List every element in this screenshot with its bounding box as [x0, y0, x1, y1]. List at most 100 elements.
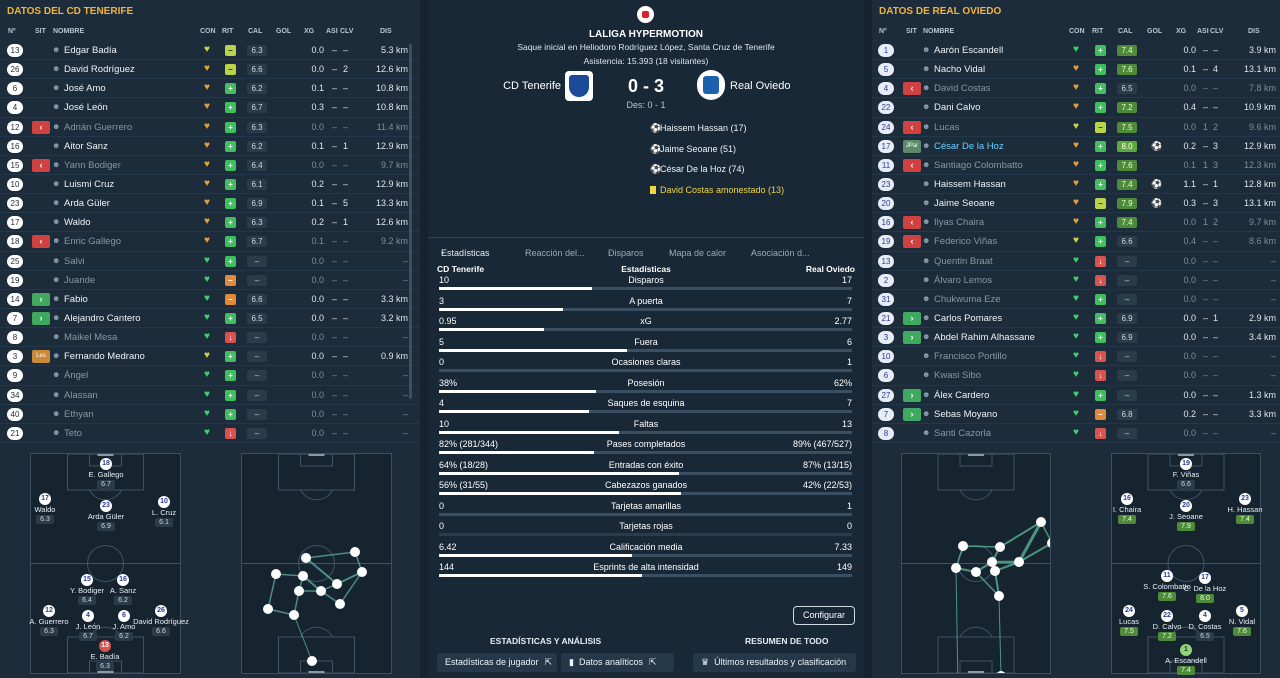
player-row[interactable]: 21 ☻ Teto ♥ ↓ –0.0– – – [0, 424, 420, 443]
player-name[interactable]: Yann Bodiger [64, 159, 121, 171]
player-name[interactable]: Edgar Badía [64, 45, 117, 56]
column-header-xg[interactable]: XG [1176, 28, 1187, 35]
player-name[interactable]: Carlos Pomares [934, 312, 1003, 324]
player-name[interactable]: Dani Calvo [934, 102, 981, 114]
player-name[interactable]: Haissem Hassan [934, 178, 1006, 190]
column-header-gol[interactable]: GOL [276, 28, 292, 35]
player-name[interactable]: César De la Hoz [934, 140, 1004, 152]
analytics-button[interactable]: ▮ Datos analíticos ⇱ [561, 653, 674, 672]
formation-player[interactable]: 17 Waldo 6.3 [15, 493, 75, 524]
player-row[interactable]: 22 ☻ Dani Calvo ♥ +7.2 0.4– –10.9 km [872, 98, 1280, 118]
player-row[interactable]: 21 › ☻ Carlos Pomares ♥ +6.9 0.0–1 2.9 km [872, 309, 1280, 329]
column-header-clv[interactable]: CLV [1210, 28, 1224, 35]
formation-player[interactable]: 11 S. Colombatto 7.6 [1137, 570, 1197, 601]
away-team-name[interactable]: Real Oviedo [730, 80, 791, 92]
player-name[interactable]: David Costas [934, 83, 991, 95]
formation-player[interactable]: 4 D. Costas 6.5 [1175, 610, 1235, 641]
formation-player[interactable]: 15 Y. Bodiger 6.4 [57, 574, 117, 605]
player-row[interactable]: 27 › ☻ Álex Cardero ♥ + –0.0– –1.3 km [872, 386, 1280, 405]
formation-player[interactable]: 1 A. Escandell 7.4 [1156, 644, 1216, 675]
player-name[interactable]: Juande [64, 274, 96, 286]
pass-node[interactable] [357, 567, 367, 577]
player-name[interactable]: Fabio [64, 293, 88, 305]
player-row[interactable]: 20 ☻ Jaime Seoane ♥ –7.9 ⚽ 0.3–3 13.1 km [872, 194, 1280, 214]
formation-player[interactable]: 17 C. De la Hoz 8.0 [1175, 572, 1235, 603]
pass-node[interactable] [294, 586, 304, 596]
player-row[interactable]: 6 ☻ Kwasi Sibo ♥ ↓ –0.0– – – [872, 366, 1280, 386]
pass-node[interactable] [289, 610, 299, 620]
player-name[interactable]: Alejandro Cantero [64, 312, 141, 324]
player-row[interactable]: 13 ☻ Quentin Braat ♥ ↓ –0.0– – – [872, 252, 1280, 271]
home-team-name[interactable]: CD Tenerife [503, 80, 561, 92]
player-row[interactable]: 16 ☻ Aitor Sanz ♥ +6.2 0.1–1 12.9 km [0, 137, 420, 156]
pass-node[interactable] [994, 591, 1004, 601]
column-header-con[interactable]: CON [1069, 28, 1085, 35]
player-name[interactable]: David Rodríguez [64, 64, 135, 76]
player-name[interactable]: Waldo [64, 217, 91, 229]
formation-player[interactable]: 16 A. Sanz 6.2 [93, 574, 153, 605]
player-name[interactable]: Nacho Vidal [934, 64, 986, 76]
pass-node[interactable] [335, 599, 345, 609]
player-name[interactable]: Adrián Guerrero [64, 121, 133, 133]
pass-node[interactable] [1036, 517, 1046, 527]
formation-player[interactable]: 23 H. Hassan 7.4 [1215, 493, 1275, 524]
player-row[interactable]: 15 ‹ ☻ Yann Bodiger ♥ +6.4 0.0– –9.7 km [0, 156, 420, 175]
player-row[interactable]: 40 ☻ Ethyan ♥ + –0.0– – – [0, 405, 420, 424]
column-header-con[interactable]: CON [200, 28, 216, 35]
player-name[interactable]: Quentin Braat [934, 255, 993, 267]
player-name[interactable]: Santiago Colombatto [934, 159, 1023, 171]
results-button[interactable]: ♛ Últimos resultados y clasificación [693, 653, 856, 672]
player-row[interactable]: 9 ☻ Ángel ♥ + –0.0– – – [0, 366, 420, 386]
formation-player[interactable]: 16 I. Chaira 7.4 [1097, 493, 1157, 524]
pass-node[interactable] [298, 571, 308, 581]
pass-node[interactable] [301, 553, 311, 563]
configure-button[interactable]: Configurar [793, 606, 855, 625]
player-row[interactable]: 6 ☻ José Amo ♥ +6.2 0.1– –10.8 km [0, 79, 420, 99]
player-row[interactable]: 17 JPar ☻ César De la Hoz ♥ +8.0 ⚽ 0.2–3 12.9 km [872, 137, 1280, 156]
column-header-cal[interactable]: CAL [1118, 28, 1133, 35]
formation-player[interactable]: 23 Arda Güler 6.9 [76, 500, 136, 531]
player-name[interactable]: Aitor Sanz [64, 140, 108, 152]
player-row[interactable]: 2 ☻ Álvaro Lemos ♥ ↓ –0.0– – – [872, 271, 1280, 290]
player-name[interactable]: Kwasi Sibo [934, 370, 981, 382]
pass-node[interactable] [316, 586, 326, 596]
player-row[interactable]: 7 › ☻ Sebas Moyano ♥ –6.8 0.2– –3.3 km [872, 405, 1280, 424]
player-row[interactable]: 1 ☻ Aarón Escandell ♥ +7.4 0.0– –3.9 km [872, 41, 1280, 61]
player-row[interactable]: 8 ☻ Maikel Mesa ♥ ↓ –0.0– – – [0, 328, 420, 348]
player-name[interactable]: Salvi [64, 255, 85, 267]
player-row[interactable]: 17 ☻ Waldo ♥ +6.3 0.2–1 12.6 km [0, 213, 420, 233]
player-row[interactable]: 14 › ☻ Fabio ♥ –6.6 0.0– –3.3 km [0, 290, 420, 309]
player-name[interactable]: Lucas [934, 121, 960, 133]
player-name[interactable]: Teto [64, 427, 82, 439]
pass-node[interactable] [951, 563, 961, 573]
formation-player[interactable]: 18 E. Gallego 6.7 [76, 458, 136, 489]
home-table-scrollbar[interactable] [409, 44, 412, 399]
column-header-rit[interactable]: RIT [222, 28, 234, 35]
pass-node[interactable] [995, 542, 1005, 552]
player-row[interactable]: 18 ‹ ☻ Enric Gallego ♥ +6.7 0.1– –9.2 km [0, 232, 420, 252]
column-header-nombre[interactable]: NOMBRE [53, 28, 85, 35]
player-row[interactable]: 11 ‹ ☻ Santiago Colombatto ♥ +7.6 0.1 1 3 12.3 km [872, 156, 1280, 175]
player-row[interactable]: 26 ☻ David Rodríguez ♥ –6.6 0.0–2 12.6 km [0, 60, 420, 80]
column-header-asi[interactable]: ASI [1197, 28, 1209, 35]
player-name[interactable]: Arda Güler [64, 198, 110, 210]
formation-player[interactable]: 24 Lucas 7.5 [1099, 605, 1159, 636]
formation-player[interactable]: 6 J. Amo 6.2 [94, 610, 154, 641]
player-name[interactable]: Fernando Medrano [64, 351, 145, 363]
pass-node[interactable] [958, 541, 968, 551]
player-name[interactable]: Ángel [64, 370, 89, 382]
player-row[interactable]: 24 ‹ ☻ Lucas ♥ –7.5 0.0 1 2 9.6 km [872, 118, 1280, 137]
column-header-nº[interactable]: Nº [879, 28, 887, 35]
column-header-gol[interactable]: GOL [1147, 28, 1163, 35]
column-header-clv[interactable]: CLV [340, 28, 354, 35]
player-row[interactable]: 25 ☻ Salvi ♥ + –0.0– – – [0, 252, 420, 271]
column-header-xg[interactable]: XG [304, 28, 315, 35]
pass-node[interactable] [996, 671, 1006, 673]
player-row[interactable]: 19 ‹ ☻ Federico Viñas ♥ +6.6 0.4– –8.6 km [872, 232, 1280, 252]
player-name[interactable]: Ilyas Chaira [934, 217, 985, 229]
pass-node[interactable] [990, 566, 1000, 576]
player-row[interactable]: 4 ☻ José León ♥ +6.7 0.3– –10.8 km [0, 98, 420, 118]
formation-player[interactable]: 5 N. Vidal 7.6 [1212, 605, 1272, 636]
pass-node[interactable] [987, 557, 997, 567]
pass-node[interactable] [1014, 557, 1024, 567]
